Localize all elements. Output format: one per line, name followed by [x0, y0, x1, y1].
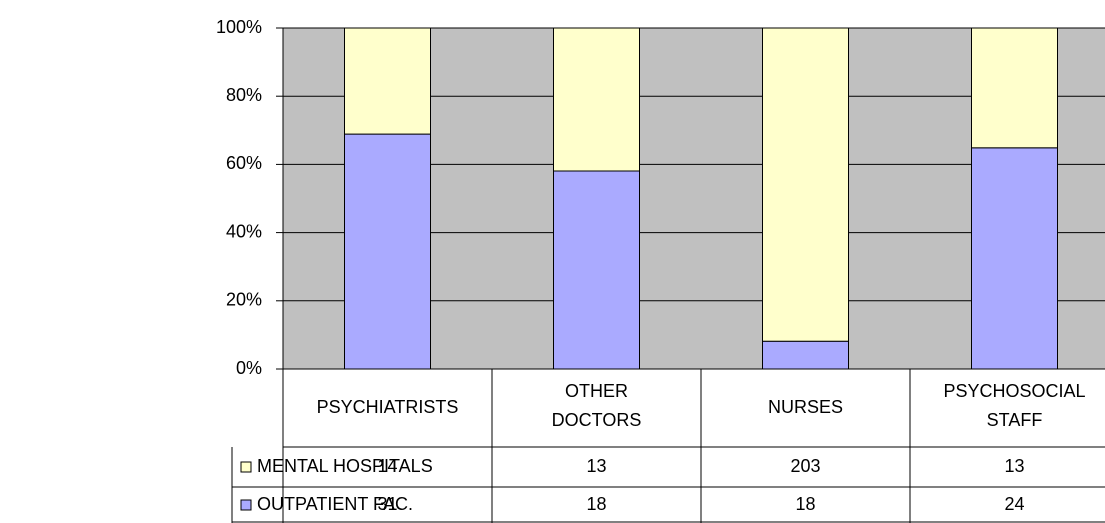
bar-segment — [344, 27, 431, 135]
y-tick-label: 40% — [226, 221, 262, 241]
bar-segment — [971, 27, 1058, 149]
y-tick-label: 60% — [226, 153, 262, 173]
table-value: 31 — [377, 494, 397, 514]
y-tick-label: 100% — [216, 17, 262, 37]
table-value: 13 — [586, 456, 606, 476]
table-value: 18 — [586, 494, 606, 514]
bar-segment — [553, 170, 640, 370]
x-tick-label: NURSES — [768, 397, 843, 417]
y-tick-label: 0% — [236, 358, 262, 378]
legend-swatch — [240, 499, 252, 511]
table-value: 14 — [377, 456, 397, 476]
table-value: 13 — [1004, 456, 1024, 476]
table-value: 203 — [790, 456, 820, 476]
bar-segment — [762, 27, 849, 342]
legend-label: MENTAL HOSPITALS — [257, 456, 433, 476]
bar-segment — [553, 27, 640, 172]
legend-label: OUTPATIENT FAC. — [257, 494, 413, 514]
legend-swatch — [240, 461, 252, 473]
table-value: 24 — [1004, 494, 1024, 514]
y-tick-label: 20% — [226, 290, 262, 310]
x-tick-label: PSYCHOSOCIAL STAFF — [943, 381, 1085, 430]
table-value: 18 — [795, 494, 815, 514]
bar-segment — [762, 340, 849, 370]
x-tick-label: PSYCHIATRISTS — [317, 397, 459, 417]
x-tick-label: OTHER DOCTORS — [552, 381, 642, 430]
bar-segment — [344, 133, 431, 370]
bar-segment — [971, 147, 1058, 370]
y-tick-label: 80% — [226, 85, 262, 105]
